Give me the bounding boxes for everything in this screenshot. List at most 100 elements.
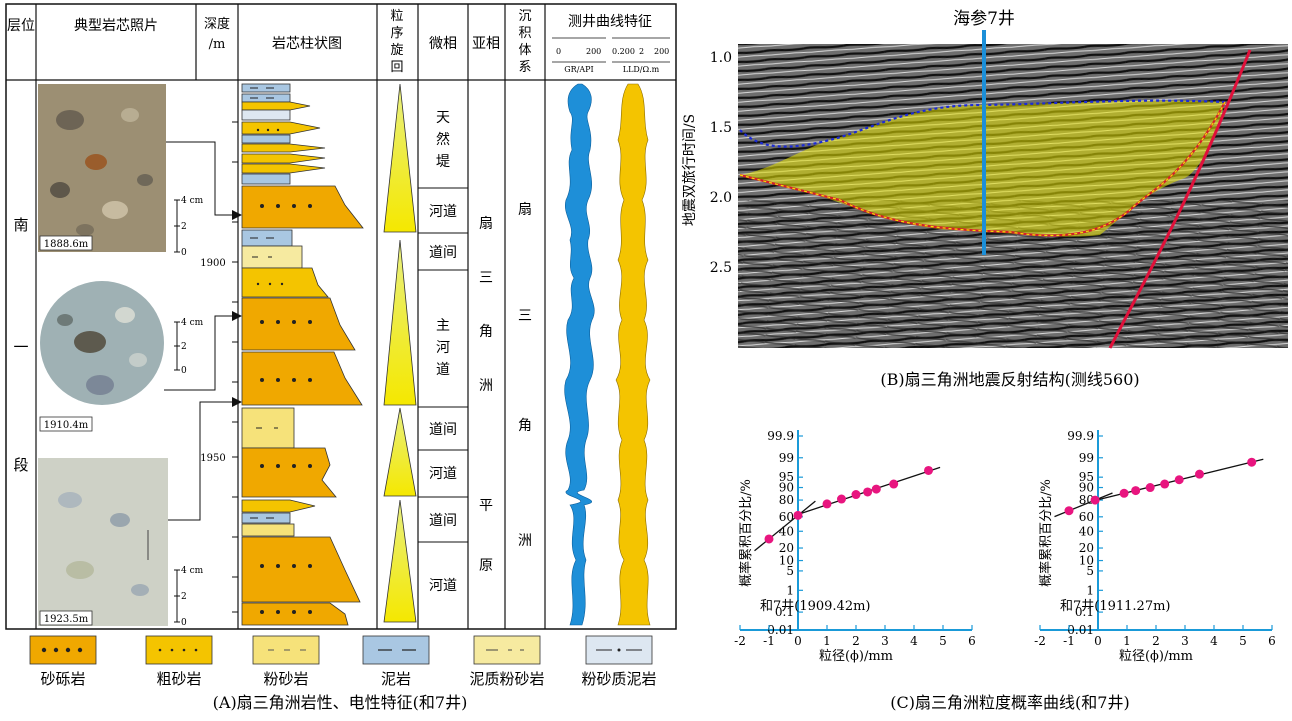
data-point (851, 490, 861, 500)
prob-x-tick-label: 3 (881, 634, 889, 648)
depth-ticks (232, 121, 238, 613)
svg-text:2.0: 2.0 (710, 190, 732, 206)
header-log: 测井曲线特征 (568, 14, 652, 30)
prob-x-tick-label: 3 (1181, 634, 1189, 648)
prob-x-tick-label: -1 (763, 634, 775, 648)
data-point (1195, 469, 1204, 479)
trend-line-traction (754, 500, 816, 552)
svg-text:泥质粉砂岩: 泥质粉砂岩 (469, 670, 544, 688)
data-point (1145, 483, 1155, 493)
prob-y-tick-label: 80 (779, 493, 794, 507)
prob-y-tick-label: 0.01 (767, 623, 794, 637)
svg-text:主: 主 (436, 318, 450, 334)
prob-y-tick-label: 0.01 (1067, 623, 1094, 637)
svg-text:体: 体 (518, 43, 531, 58)
data-point (1174, 475, 1184, 485)
gr-log-curve (564, 83, 595, 626)
svg-text:河: 河 (436, 340, 450, 356)
layer-label: 南 一 段 (13, 216, 28, 474)
header-depth: 深度 (204, 16, 230, 32)
core-photo-2: 1910.4m (39, 281, 164, 432)
svg-text:道间: 道间 (429, 513, 457, 529)
sub-facies: 扇 三 角 洲 平 原 (479, 216, 493, 574)
prob-x-tick-label: -2 (734, 634, 746, 648)
header-system: 沉 积 体 系 (518, 9, 531, 75)
svg-text:2: 2 (181, 592, 187, 602)
prob-y-tick-label: 99.9 (1067, 429, 1094, 443)
prob-x-tick-label: 0 (794, 634, 802, 648)
prob-x-label: 粒径(ϕ)/mm (1119, 649, 1193, 664)
data-point (924, 465, 933, 475)
prob-x-tick-label: -2 (1034, 634, 1046, 648)
prob-y-tick-label: 10 (779, 554, 794, 568)
data-point (1090, 495, 1100, 505)
svg-text:扇: 扇 (479, 216, 493, 232)
depth-1900: 1900 (200, 258, 225, 269)
table-frame (5, 3, 677, 630)
svg-text:4 cm: 4 cm (181, 566, 204, 576)
svg-text:序: 序 (390, 26, 403, 41)
svg-text:回: 回 (390, 60, 403, 75)
prob-y-tick-label: 80 (1079, 493, 1094, 507)
svg-text:2: 2 (181, 342, 187, 352)
svg-text:堤: 堤 (436, 154, 450, 170)
prob-y-tick-label: 1 (786, 583, 794, 597)
caption-c: (C)扇三角洲粒度概率曲线(和7井) (890, 693, 1129, 712)
svg-text:一: 一 (13, 338, 28, 356)
svg-text:道间: 道间 (429, 245, 457, 261)
prob-y-tick-label: 20 (779, 541, 794, 555)
core-photo-3: 1923.5m (38, 458, 168, 626)
prob-y-tick-label: 40 (779, 524, 794, 538)
well-label: 海参7井 (953, 9, 1015, 29)
trend-line-traction (1054, 492, 1113, 518)
seismic-figure: 海参7井 1.0 1.5 2.0 2.5 地震双旅行时间/S (B)扇三角洲地震… (682, 9, 1288, 389)
svg-text:南: 南 (13, 216, 28, 234)
prob-x-tick-label: 5 (939, 634, 947, 648)
data-point (764, 534, 774, 544)
prob-x-tick-label: 4 (1210, 634, 1218, 648)
svg-text:原: 原 (479, 558, 493, 574)
prob-y-tick-label: 20 (1079, 541, 1094, 555)
header-depth-unit: /m (209, 37, 226, 52)
data-point (889, 479, 899, 489)
svg-text:河道: 河道 (429, 578, 457, 594)
svg-text:粗砂岩: 粗砂岩 (156, 670, 201, 688)
svg-text:三: 三 (518, 308, 532, 324)
svg-text:1.0: 1.0 (710, 50, 732, 66)
data-point (793, 510, 803, 520)
svg-text:2: 2 (181, 222, 187, 232)
lld-tick-a: 0.200 (612, 47, 635, 56)
svg-text:河道: 河道 (429, 204, 457, 220)
prob-x-tick-label: 5 (1239, 634, 1247, 648)
svg-text:2.5: 2.5 (710, 260, 732, 276)
gr-unit: GR/API (564, 65, 593, 74)
svg-text:洲: 洲 (479, 378, 493, 394)
prob-y-tick-label: 99 (1079, 451, 1094, 465)
lithology-column (241, 83, 364, 626)
prob-x-tick-label: 1 (823, 634, 831, 648)
svg-text:系: 系 (518, 60, 531, 75)
header-sub: 亚相 (472, 36, 500, 52)
prob-y-tick-label: 90 (779, 481, 794, 495)
grain-sequence (383, 83, 417, 623)
svg-text:角: 角 (479, 324, 493, 340)
svg-text:天: 天 (436, 110, 450, 126)
header-micro: 微相 (429, 36, 457, 52)
caption-a: (A)扇三角洲岩性、电性特征(和7井) (213, 693, 468, 712)
depth-1950: 1950 (200, 453, 225, 464)
fault-line (1108, 49, 1252, 349)
svg-text:粉砂岩: 粉砂岩 (263, 670, 308, 688)
prob-y-tick-label: 40 (1079, 524, 1094, 538)
scale-labels: 4 cm 2 0 4 cm 2 0 4 cm 2 0 (181, 196, 204, 628)
data-point (1247, 457, 1257, 467)
svg-text:旋: 旋 (390, 43, 403, 58)
svg-text:平: 平 (479, 498, 493, 514)
svg-text:砂砾岩: 砂砾岩 (40, 670, 85, 688)
svg-text:0: 0 (181, 248, 187, 258)
svg-text:0: 0 (181, 618, 187, 628)
gr-tick-0: 0 (556, 47, 561, 56)
svg-text:1923.5m: 1923.5m (44, 614, 89, 625)
svg-text:4 cm: 4 cm (181, 196, 204, 206)
panel-a-figure: 层位 典型岩芯照片 深度 /m 岩芯柱状图 粒 序 旋 回 微相 亚相 沉 积 … (5, 3, 677, 712)
seismic-yaxis: 1.0 1.5 2.0 2.5 (710, 50, 732, 276)
